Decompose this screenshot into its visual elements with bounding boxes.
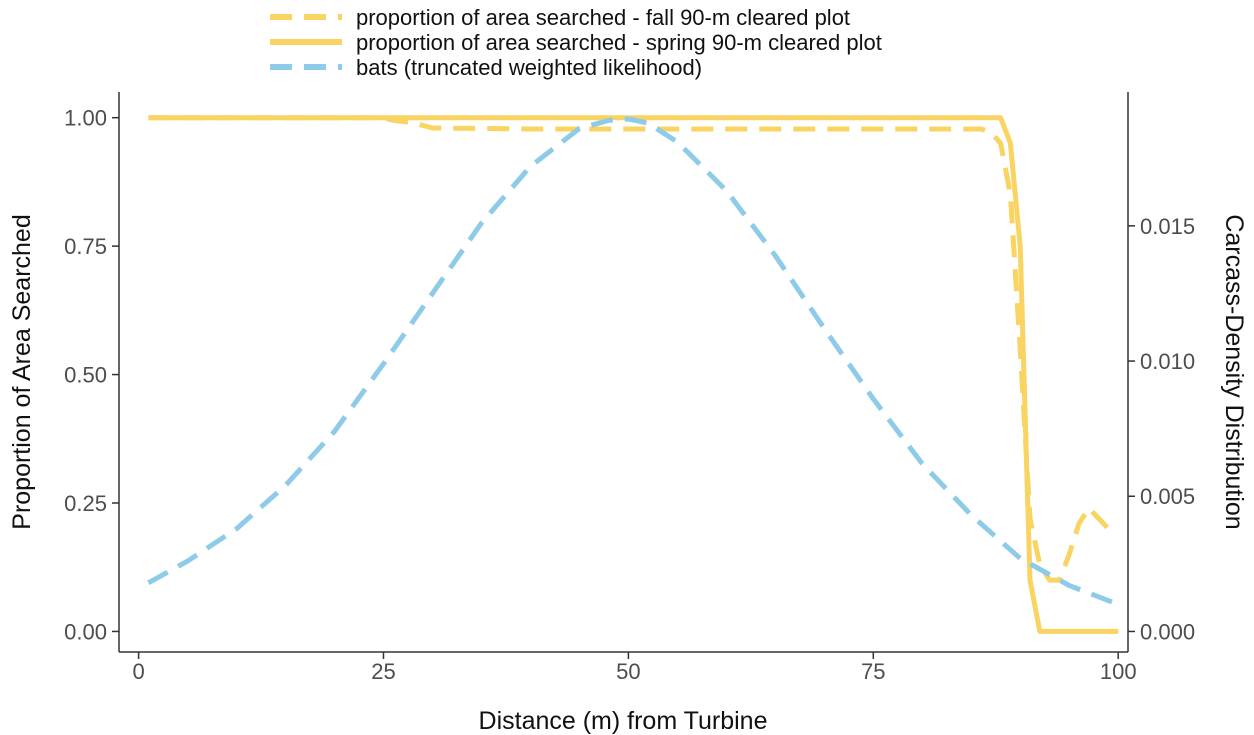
x-tick-label: 50 <box>616 659 640 684</box>
y-tick-label: 0.50 <box>64 363 107 388</box>
x-tick-label: 0 <box>132 659 144 684</box>
y-tick-label: 1.00 <box>64 106 107 131</box>
ticks-layer: 0 25 50 75 100 0.00 0.25 0.50 0.75 1.00 0.000 0.005… <box>64 106 1195 684</box>
y2-tick-label: 0.000 <box>1140 619 1195 644</box>
series-line-fall-90m <box>148 115 1119 583</box>
y2-axis-title: Carcass-Density Distribution <box>1220 214 1248 529</box>
plot-area <box>118 92 1129 653</box>
series-layer <box>147 115 1120 634</box>
x-tick-label: 25 <box>371 659 395 684</box>
y2-tick-label: 0.015 <box>1140 214 1195 239</box>
legend-label-bats: bats (truncated weighted likelihood) <box>356 55 702 80</box>
legend-label-spring: proportion of area searched - spring 90-… <box>356 30 882 55</box>
series-line-bats <box>147 116 1120 607</box>
y-tick-label: 0.25 <box>64 491 107 516</box>
x-tick-label: 75 <box>861 659 885 684</box>
x-tick-label: 100 <box>1100 659 1137 684</box>
y2-tick-label: 0.005 <box>1140 484 1195 509</box>
legend: proportion of area searched - fall 90-m … <box>270 5 882 80</box>
series-line-spring-90m <box>148 115 1119 634</box>
y-tick-label: 0.00 <box>64 619 107 644</box>
y-tick-label: 0.75 <box>64 234 107 259</box>
x-axis-title: Distance (m) from Turbine <box>479 707 768 735</box>
y2-tick-label: 0.010 <box>1140 349 1195 374</box>
legend-label-fall: proportion of area searched - fall 90-m … <box>356 5 850 30</box>
y-axis-title: Proportion of Area Searched <box>8 214 36 529</box>
